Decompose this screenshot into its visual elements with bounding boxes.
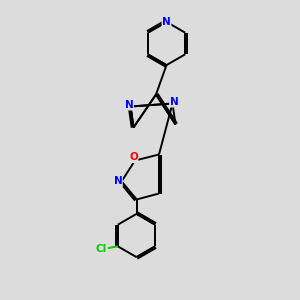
- Text: N: N: [162, 17, 171, 27]
- Text: N: N: [113, 176, 122, 187]
- Text: N: N: [124, 100, 134, 110]
- Text: N: N: [169, 97, 178, 107]
- Text: Cl: Cl: [96, 244, 107, 254]
- Text: O: O: [129, 152, 138, 163]
